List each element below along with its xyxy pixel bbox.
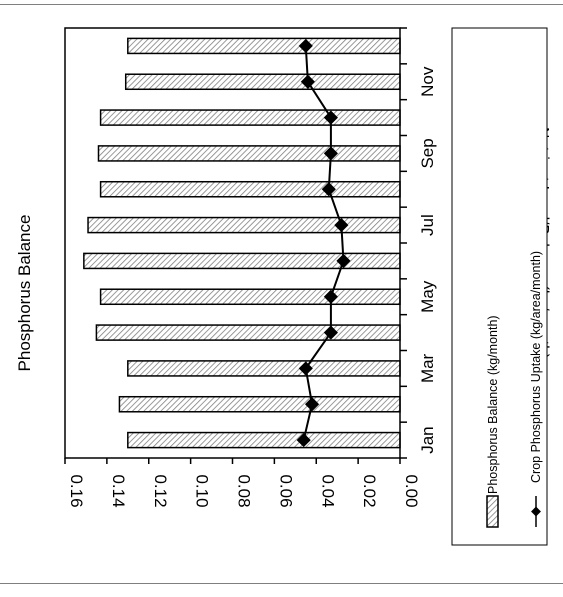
bar-feb bbox=[118, 395, 401, 413]
value-tick-label: 0.10 bbox=[193, 474, 212, 507]
plot-area-frame bbox=[64, 27, 401, 459]
category-label-may: May bbox=[418, 280, 437, 313]
value-tick-label: 0.16 bbox=[67, 474, 86, 507]
legend-label-phosphorus-balance: Phosphorus Balance (kg/month) bbox=[486, 315, 500, 494]
value-tick-label: 0.02 bbox=[360, 474, 379, 507]
value-tick-label: 0.04 bbox=[318, 474, 337, 507]
uptake-marker-jun bbox=[336, 253, 351, 268]
uptake-marker-dec bbox=[298, 38, 313, 53]
bar-nov bbox=[124, 73, 401, 91]
bar-jan bbox=[127, 431, 401, 449]
bar-may bbox=[99, 288, 401, 306]
uptake-line bbox=[302, 45, 345, 441]
uptake-marker-apr bbox=[323, 325, 338, 340]
bottom-border-rule bbox=[0, 583, 563, 584]
uptake-marker-jul bbox=[334, 218, 349, 233]
legend-label-crop-uptake: Crop Phosphorus Uptake (kg/area/month) bbox=[529, 251, 543, 483]
category-label-jul: Jul bbox=[418, 214, 437, 236]
bar-dec bbox=[127, 37, 401, 55]
category-label-nov: Nov bbox=[418, 66, 437, 97]
value-tick-label: 0.06 bbox=[276, 474, 295, 507]
legend: Phosphorus Balance (kg/month) Crop Phosp… bbox=[451, 27, 548, 546]
uptake-marker-feb bbox=[304, 397, 320, 412]
bar-aug bbox=[99, 180, 401, 198]
uptake-marker-jan bbox=[296, 433, 311, 448]
legend-box bbox=[451, 27, 548, 546]
top-border-rule bbox=[0, 4, 563, 5]
bar-jul bbox=[87, 216, 401, 234]
line-series bbox=[296, 38, 351, 448]
uptake-marker-oct bbox=[323, 110, 338, 125]
value-tick-label: 0.14 bbox=[109, 474, 128, 507]
value-tick-label: 0.08 bbox=[235, 474, 254, 507]
bar-mar bbox=[127, 360, 401, 377]
bar-sep bbox=[97, 145, 401, 162]
uptake-marker-sep bbox=[323, 146, 338, 161]
uptake-marker-nov bbox=[300, 74, 315, 89]
value-tick-label: 0.00 bbox=[402, 474, 421, 507]
category-label-mar: Mar bbox=[418, 353, 437, 383]
bar-jun bbox=[83, 252, 401, 270]
category-label-sep: Sep bbox=[418, 138, 437, 168]
axes: Jan Mar May Jul Sep Nov 0.00 0.02 0.04 0.06 0.08 0.… bbox=[64, 27, 437, 508]
legend-swatch-phosphorus-balance bbox=[486, 495, 499, 528]
legend-marker-crop-uptake bbox=[531, 506, 541, 517]
bar-apr bbox=[95, 324, 401, 341]
chart-title: Phosphorus Balance bbox=[15, 215, 34, 372]
bar-series bbox=[83, 37, 401, 449]
uptake-marker-may bbox=[323, 289, 338, 304]
category-label-jan: Jan bbox=[418, 426, 437, 453]
value-tick-label: 0.12 bbox=[151, 474, 170, 507]
uptake-marker-aug bbox=[321, 182, 336, 197]
uptake-marker-mar bbox=[298, 361, 313, 376]
bar-oct bbox=[99, 109, 401, 126]
